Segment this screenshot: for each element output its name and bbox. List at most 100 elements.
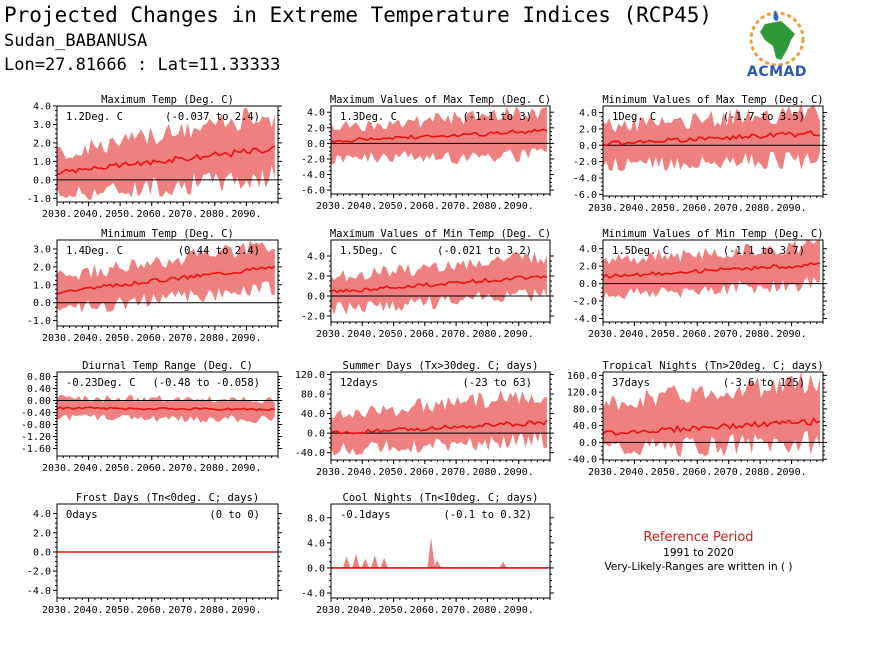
y-tick-label: -2.0 <box>301 312 325 323</box>
y-tick-label: 2.0 <box>307 272 325 283</box>
y-tick-label: 0.0 <box>33 298 51 309</box>
x-tick-label: 2030. <box>42 463 72 474</box>
y-tick-label: 3.0 <box>33 120 51 131</box>
y-tick-label: 0.0 <box>307 563 325 574</box>
y-tick-label: 1.0 <box>33 280 51 291</box>
change-value-label: -0.1days <box>340 509 391 521</box>
very-likely-range-label: (-0.1 to 0.32) <box>443 509 532 521</box>
y-tick-label: 0.0 <box>307 292 325 303</box>
x-tick-label: 2080. <box>200 333 230 344</box>
range-spike <box>433 560 442 568</box>
chart-panel-10: -4.0 -2.0 0.0 2.0 4.0 2030. 2040. 2050. 2060. 207… <box>27 492 282 616</box>
y-tick-label: -6.0 <box>301 186 325 197</box>
y-tick-label: -1.0 <box>27 316 51 327</box>
page-title: Projected Changes in Extreme Temperature… <box>4 3 713 27</box>
change-value-label: 1.3Deg. C <box>340 111 397 123</box>
x-tick-label: 2080. <box>472 605 502 616</box>
x-tick-label: 2060. <box>410 605 440 616</box>
ensemble-mean-line <box>56 145 276 176</box>
y-tick-label: -0.40 <box>21 408 51 419</box>
x-tick-label: 2090. <box>504 605 534 616</box>
y-tick-label: 4.0 <box>307 108 325 119</box>
chart-title: Minimum Values of Min Temp (Deg. C) <box>602 228 823 240</box>
x-tick-label: 2050. <box>651 329 681 340</box>
chart-title: Minimum Temp (Deg. C) <box>101 228 234 240</box>
y-tick-label: 4.0 <box>579 244 597 255</box>
x-tick-label: 2040. <box>619 329 649 340</box>
range-spike <box>380 557 388 568</box>
y-tick-label: 0.0 <box>307 139 325 150</box>
range-spike <box>427 537 435 568</box>
reference-period-years: 1991 to 2020 <box>663 547 734 559</box>
x-tick-label: 2070. <box>714 329 744 340</box>
x-tick-label: 2050. <box>105 463 135 474</box>
chart-title: Maximum Values of Min Temp (Deg. C) <box>330 228 551 240</box>
x-tick-label: 2080. <box>472 201 502 212</box>
very-likely-range-band <box>57 107 275 200</box>
y-tick-label: 160.0 <box>567 371 597 382</box>
y-tick-label: -1.0 <box>27 194 51 205</box>
x-tick-label: 2060. <box>682 203 712 214</box>
y-tick-label: 0.40 <box>27 384 51 395</box>
reference-period-box: Reference Period 1991 to 2020 Very-Likel… <box>586 530 811 573</box>
y-tick-label: 0.0 <box>307 429 325 440</box>
x-tick-label: 2050. <box>651 203 681 214</box>
reference-period-title: Reference Period <box>643 530 754 545</box>
x-tick-label: 2080. <box>745 203 775 214</box>
x-tick-label: 2030. <box>316 467 346 478</box>
x-tick-label: 2080. <box>472 329 502 340</box>
y-tick-label: 2.0 <box>33 138 51 149</box>
x-tick-label: 2060. <box>682 467 712 478</box>
y-tick-label: -2.0 <box>27 567 51 578</box>
x-tick-label: 2030. <box>316 605 346 616</box>
y-tick-label: -4.0 <box>573 314 597 325</box>
change-value-label: 1.5Deg. C <box>612 245 669 257</box>
very-likely-range-band <box>57 240 275 313</box>
ensemble-mean-line <box>56 265 276 295</box>
ensemble-mean-line <box>330 419 548 435</box>
ensemble-mean-line <box>56 406 276 412</box>
change-value-label: 12days <box>340 377 378 389</box>
plot-frame <box>56 503 279 599</box>
ensemble-mean-line <box>330 128 548 144</box>
very-likely-range-band <box>331 390 547 456</box>
very-likely-range-label: (-23 to 63) <box>462 377 532 389</box>
change-value-label: 1.4Deg. C <box>66 245 123 257</box>
y-tick-label: -4.0 <box>573 174 597 185</box>
x-tick-label: 2070. <box>168 605 198 616</box>
x-tick-label: 2070. <box>441 605 471 616</box>
location-name: Sudan_BABANUSA <box>4 31 148 51</box>
x-tick-label: 2070. <box>714 203 744 214</box>
very-likely-range-band <box>603 371 820 458</box>
y-tick-label: -4.0 <box>301 588 325 599</box>
x-tick-label: 2030. <box>42 333 72 344</box>
y-tick-label: -2.0 <box>301 154 325 165</box>
y-tick-label: 4.0 <box>307 252 325 263</box>
x-tick-label: 2080. <box>200 463 230 474</box>
y-tick-label: -2.0 <box>573 297 597 308</box>
x-tick-label: 2030. <box>588 329 618 340</box>
x-tick-label: 2050. <box>651 467 681 478</box>
y-tick-label: 0.80 <box>27 372 51 383</box>
y-tick-label: 40.0 <box>573 421 597 432</box>
change-value-label: 1Deg. C <box>612 111 656 123</box>
x-tick-label: 2090. <box>504 201 534 212</box>
y-tick-label: -40.0 <box>567 455 597 466</box>
x-tick-label: 2070. <box>168 463 198 474</box>
change-value-label: -0.23Deg. C <box>66 377 136 389</box>
y-tick-label: 4.0 <box>33 509 51 520</box>
very-likely-range-label: (-1.1 to 3.7) <box>723 245 805 257</box>
x-tick-label: 2090. <box>231 463 261 474</box>
x-tick-label: 2060. <box>410 201 440 212</box>
very-likely-range-label: (-1.7 to 3.5) <box>723 111 805 123</box>
x-tick-label: 2040. <box>347 605 377 616</box>
y-tick-label: -4.0 <box>27 586 51 597</box>
y-tick-label: 0.00 <box>27 396 51 407</box>
x-tick-label: 2030. <box>42 605 72 616</box>
range-spike <box>499 561 507 568</box>
x-tick-label: 2090. <box>504 467 534 478</box>
y-tick-label: 2.0 <box>33 528 51 539</box>
